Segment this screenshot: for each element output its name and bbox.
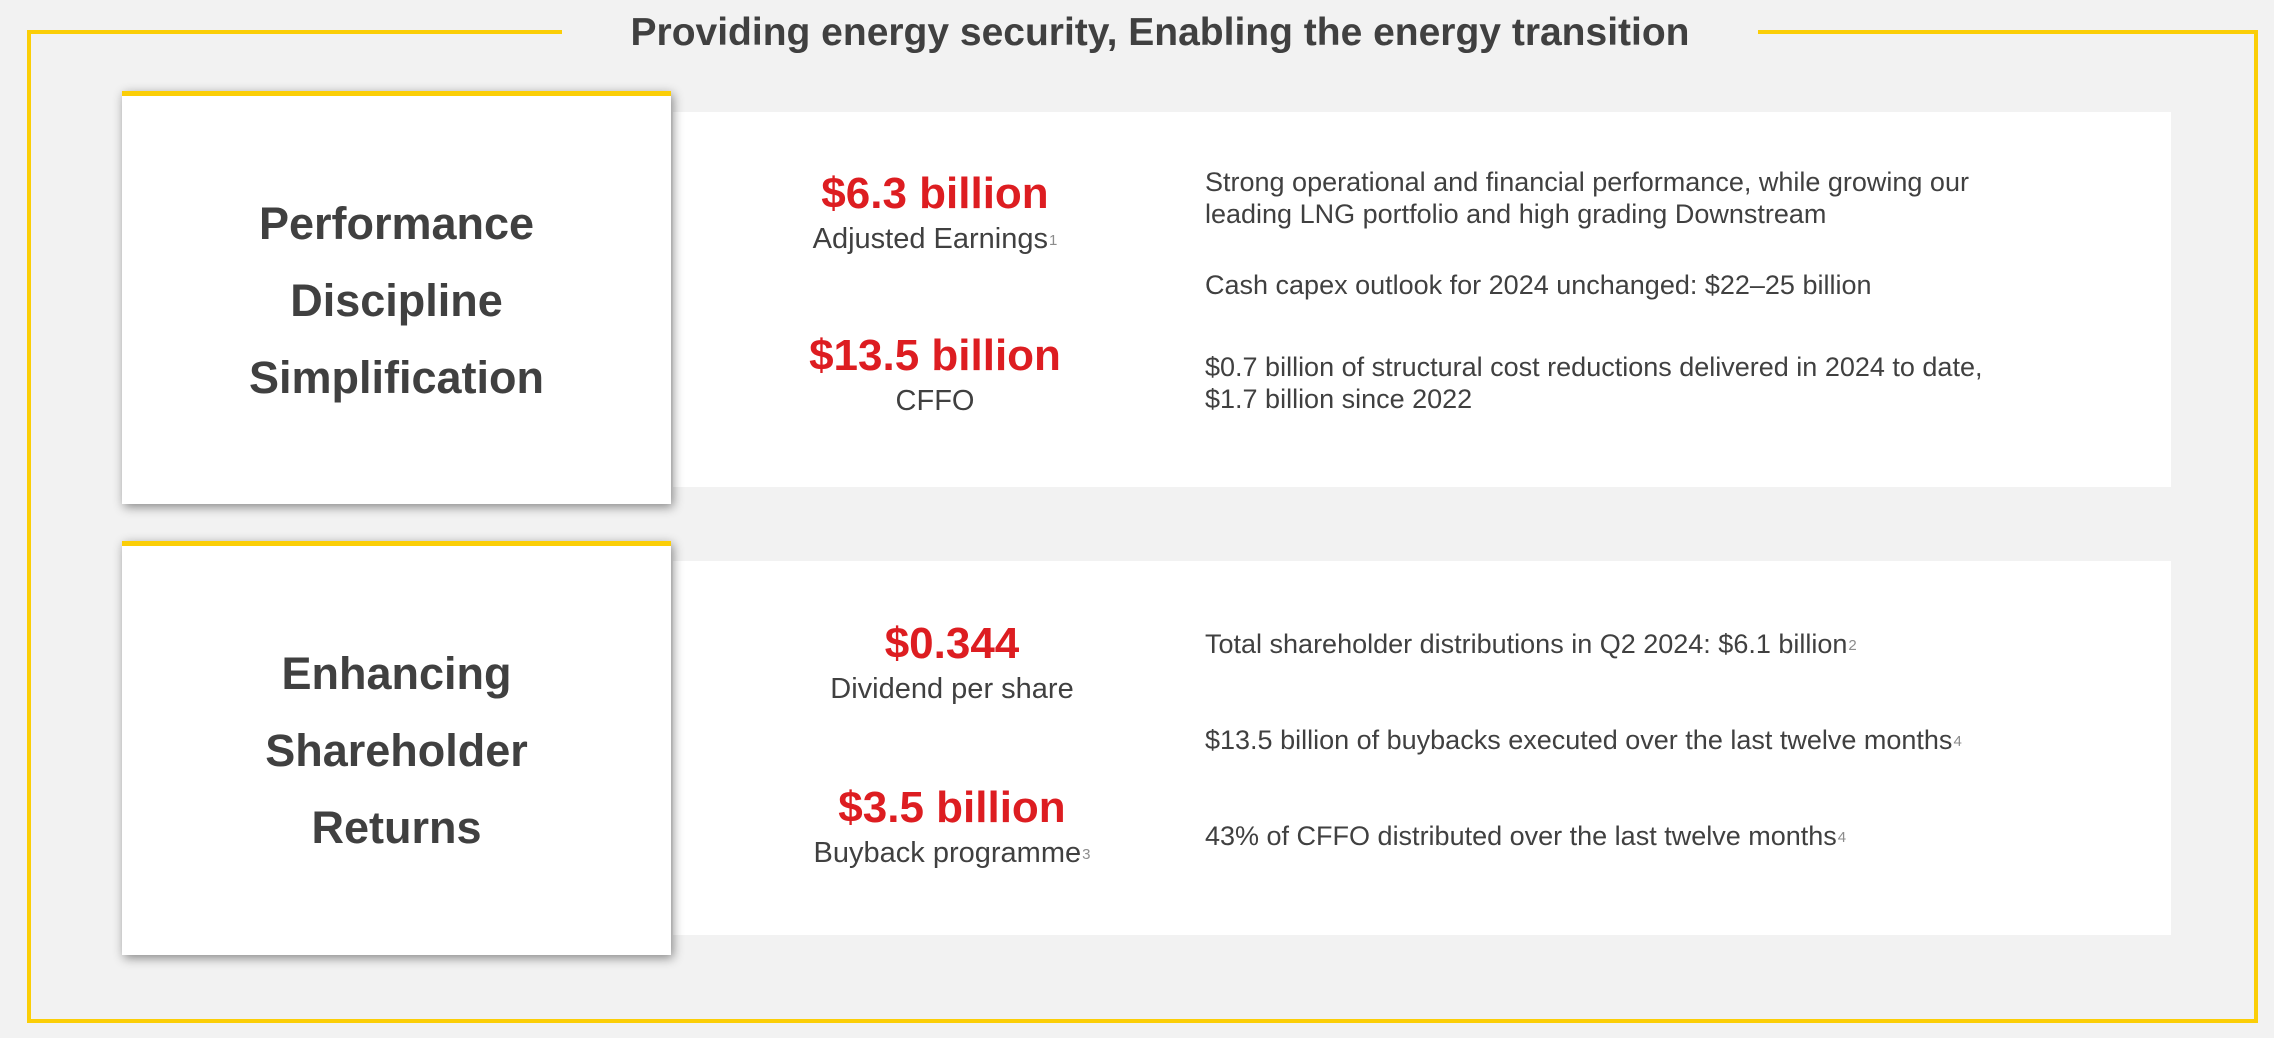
point-cash-capex: Cash capex outlook for 2024 unchanged: $… xyxy=(1205,269,2035,301)
metric-label: Buyback programme3 xyxy=(752,834,1152,872)
footnote-marker: 3 xyxy=(1082,846,1091,863)
footnote-marker: 2 xyxy=(1848,637,1857,654)
metric-value: $0.344 xyxy=(884,619,1020,668)
metric-adjusted-earnings: $6.3 billion Adjusted Earnings1 xyxy=(735,168,1135,258)
metric-label-text: Dividend per share xyxy=(830,673,1074,705)
card-line-performance: Performance xyxy=(258,197,535,249)
point-text: Total shareholder distributions in Q2 20… xyxy=(1205,629,1848,659)
card-line-enhancing: Enhancing xyxy=(281,648,512,699)
metric-dividend-per-share: $0.344 Dividend per share xyxy=(752,618,1152,708)
point-text: Cash capex outlook for 2024 unchanged: $… xyxy=(1205,270,1872,300)
point-operational-performance: Strong operational and financial perform… xyxy=(1205,166,2035,230)
frame-top-left-rule xyxy=(27,30,562,34)
card-performance: Performance Discipline Simplification xyxy=(122,91,671,504)
card-line-shareholder: Shareholder xyxy=(265,725,528,776)
metric-label-text: CFFO xyxy=(895,385,975,417)
point-text: 43% of CFFO distributed over the last tw… xyxy=(1205,821,1837,851)
card-line-simplification: Simplification xyxy=(248,351,545,403)
point-cffo-distributed: 43% of CFFO distributed over the last tw… xyxy=(1205,820,2035,852)
section-performance-band xyxy=(673,112,2171,487)
footnote-marker: 1 xyxy=(1049,232,1058,249)
metric-value: $6.3 billion xyxy=(821,169,1049,218)
page-title: Providing energy security, Enabling the … xyxy=(630,11,1690,54)
point-cost-reductions: $0.7 billion of structural cost reductio… xyxy=(1205,351,2035,415)
card-line-discipline: Discipline xyxy=(290,274,503,326)
metric-label-text: Adjusted Earnings xyxy=(812,223,1049,255)
point-buybacks-executed: $13.5 billion of buybacks executed over … xyxy=(1205,724,2035,756)
metric-buyback-programme: $3.5 billion Buyback programme3 xyxy=(752,782,1152,872)
section-returns-band xyxy=(673,561,2171,935)
point-text: $13.5 billion of buybacks executed over … xyxy=(1205,725,1953,755)
metric-label-text: Buyback programme xyxy=(813,837,1082,869)
metric-value: $3.5 billion xyxy=(838,783,1066,832)
card-shareholder-returns: Enhancing Shareholder Returns xyxy=(122,541,671,955)
footnote-marker: 4 xyxy=(1837,829,1847,846)
metric-value: $13.5 billion xyxy=(809,331,1061,380)
point-text: Strong operational and financial perform… xyxy=(1205,167,1969,229)
point-text: $0.7 billion of structural cost reductio… xyxy=(1205,352,1983,414)
metric-label: Dividend per share xyxy=(752,670,1152,708)
point-total-distributions: Total shareholder distributions in Q2 20… xyxy=(1205,628,2035,660)
metric-label: Adjusted Earnings1 xyxy=(735,220,1135,258)
metric-cffo: $13.5 billion CFFO xyxy=(735,330,1135,420)
frame-top-right-rule xyxy=(1758,30,2258,34)
yellow-frame xyxy=(27,30,2258,1023)
metric-label: CFFO xyxy=(735,382,1135,420)
footnote-marker: 4 xyxy=(1953,733,1962,750)
card-line-returns: Returns xyxy=(311,802,482,853)
